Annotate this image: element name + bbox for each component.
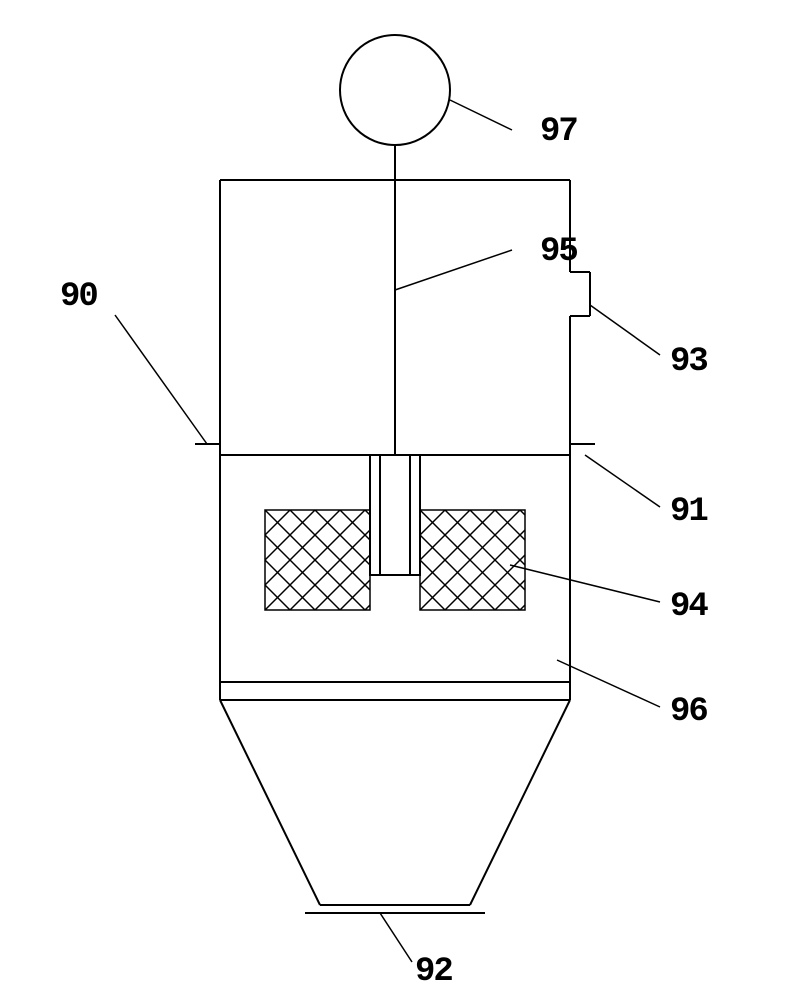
engineering-diagram: 90 91 92 93 94 95 96 97 [0, 0, 793, 1000]
label-91: 91 [670, 493, 707, 531]
label-93: 93 [670, 343, 707, 381]
label-95: 95 [540, 233, 577, 271]
label-90: 90 [60, 278, 97, 316]
hatch-block [265, 510, 370, 610]
circle-97 [340, 35, 450, 145]
label-97: 97 [540, 113, 577, 151]
label-92: 92 [415, 953, 452, 991]
hatch-block [420, 510, 525, 610]
label-94: 94 [670, 588, 708, 626]
label-96: 96 [670, 693, 707, 731]
